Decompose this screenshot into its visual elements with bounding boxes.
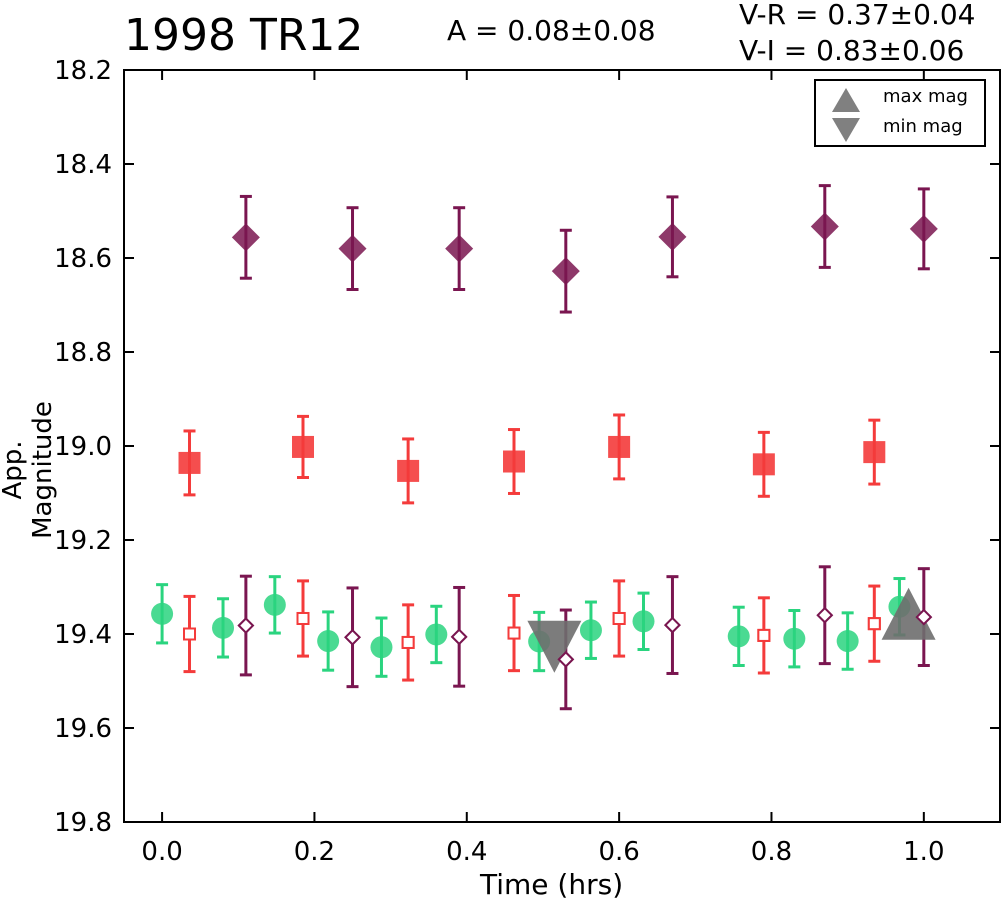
data-point bbox=[296, 611, 310, 625]
y-axis-label: App. Magnitude bbox=[0, 401, 58, 539]
data-point bbox=[664, 616, 681, 634]
min-mag-triangle bbox=[527, 620, 582, 673]
data-point bbox=[909, 214, 938, 243]
data-point bbox=[836, 630, 859, 653]
max-mag-triangle bbox=[881, 587, 936, 640]
y-tick-label: 18.8 bbox=[54, 338, 112, 368]
data-point bbox=[727, 625, 750, 648]
data-point bbox=[292, 435, 315, 458]
data-point bbox=[608, 435, 631, 458]
triangle-up-icon bbox=[832, 88, 860, 112]
data-point bbox=[450, 628, 468, 646]
y-tick-label: 19.8 bbox=[54, 808, 112, 838]
triangle-down-icon bbox=[832, 118, 860, 142]
legend-label: min mag bbox=[883, 116, 963, 137]
data-point bbox=[810, 212, 839, 241]
series-overlay-diamond-open bbox=[237, 606, 933, 668]
chart-legend: max mag min mag bbox=[814, 79, 986, 147]
amplitude-label: A = 0.08±0.08 bbox=[447, 14, 656, 47]
data-point bbox=[397, 459, 420, 482]
x-axis-label: Time (hrs) bbox=[480, 868, 624, 901]
y-tick-label: 19.0 bbox=[54, 432, 112, 462]
series-square-open bbox=[183, 579, 881, 682]
data-point bbox=[231, 223, 260, 252]
data-point bbox=[344, 628, 361, 646]
series-diamond-filled bbox=[231, 184, 938, 314]
y-tick-label: 19.4 bbox=[54, 620, 112, 650]
legend-item-min-mag: min mag bbox=[816, 114, 984, 144]
chart-marks bbox=[151, 184, 938, 711]
color-index-vr: V-R = 0.37±0.04 bbox=[739, 0, 976, 31]
y-tick-label: 18.6 bbox=[54, 244, 112, 274]
data-point bbox=[212, 616, 235, 639]
data-point bbox=[183, 627, 197, 641]
data-point bbox=[401, 635, 415, 649]
x-tick-label: 0.4 bbox=[446, 837, 487, 867]
y-tick-label: 18.2 bbox=[54, 56, 112, 86]
x-tick-label: 0.8 bbox=[751, 837, 792, 867]
data-point bbox=[658, 222, 687, 251]
data-point bbox=[757, 628, 771, 642]
data-point bbox=[816, 606, 834, 624]
data-point bbox=[317, 630, 340, 653]
data-point bbox=[445, 234, 474, 263]
y-tick-label: 19.6 bbox=[54, 714, 112, 744]
data-point bbox=[425, 623, 448, 646]
series-circle-filled bbox=[151, 575, 911, 678]
legend-item-max-mag: max mag bbox=[816, 84, 984, 114]
x-tick-label: 1.0 bbox=[903, 837, 944, 867]
series-square-filled bbox=[178, 413, 886, 505]
legend-label: max mag bbox=[883, 86, 968, 107]
data-point bbox=[503, 450, 526, 473]
y-tick-label: 19.2 bbox=[54, 526, 112, 556]
y-tick-label: 18.4 bbox=[54, 150, 112, 180]
data-point bbox=[237, 617, 255, 634]
data-point bbox=[612, 611, 626, 625]
series-overlay-square-open bbox=[183, 611, 881, 649]
x-tick-label: 0.2 bbox=[294, 837, 335, 867]
data-point bbox=[783, 627, 806, 650]
data-point bbox=[863, 441, 886, 464]
data-point bbox=[338, 234, 367, 263]
data-point bbox=[151, 602, 174, 625]
extrema-markers bbox=[527, 587, 936, 673]
data-point bbox=[915, 608, 933, 626]
color-index-vi: V-I = 0.83±0.06 bbox=[739, 34, 965, 67]
data-point bbox=[551, 257, 580, 286]
data-point bbox=[263, 593, 286, 616]
x-tick-label: 0.6 bbox=[598, 837, 639, 867]
x-tick-label: 0.0 bbox=[141, 837, 182, 867]
data-point bbox=[370, 636, 393, 659]
chart-title: 1998 TR12 bbox=[124, 10, 364, 61]
data-point bbox=[579, 619, 602, 642]
data-point bbox=[178, 451, 201, 474]
data-point bbox=[557, 650, 575, 668]
data-point bbox=[752, 453, 775, 476]
data-point bbox=[507, 626, 521, 640]
data-point bbox=[632, 610, 655, 633]
axis-ticks: 0.0 0.2 0.4 0.6 0.8 1.0 18.2 18.4 18.6 18.8 19.0 19… bbox=[54, 56, 1000, 867]
data-point bbox=[867, 617, 881, 631]
